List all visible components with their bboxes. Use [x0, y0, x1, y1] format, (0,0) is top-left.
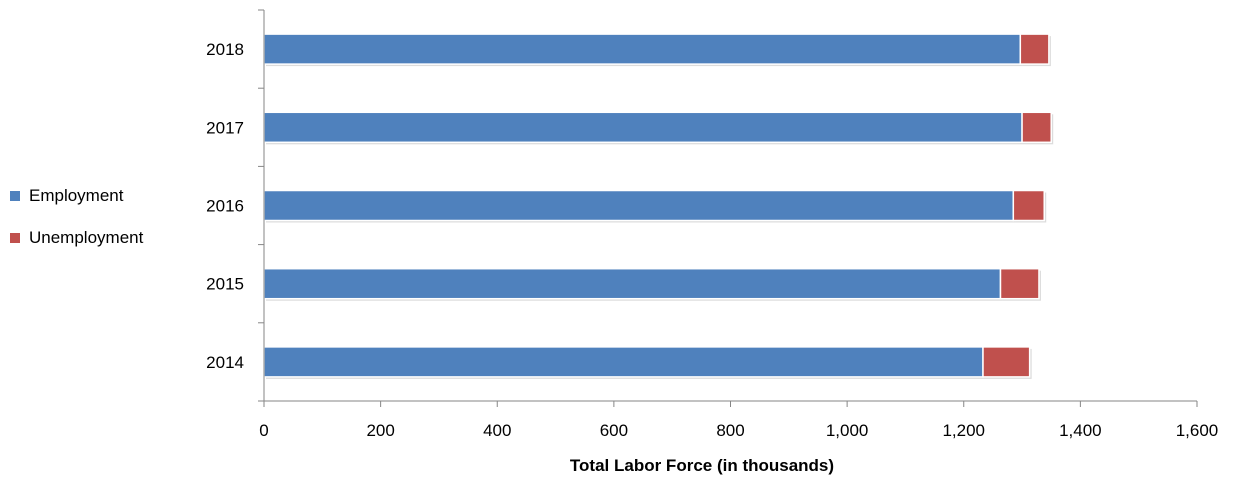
x-tick-label: 1,600: [1176, 421, 1219, 440]
legend-label-unemployment: Unemployment: [29, 228, 144, 247]
bar-employment-2016: [263, 189, 1015, 222]
x-tick-label: 200: [366, 421, 394, 440]
legend-label-employment: Employment: [29, 186, 124, 205]
y-tick-label: 2016: [206, 197, 244, 216]
x-tick-label: 600: [600, 421, 628, 440]
legend: Employment Unemployment: [10, 186, 144, 247]
bar-employment-2017: [263, 111, 1023, 144]
bar-unemployment-2015: [999, 267, 1040, 300]
bar-employment-2015: [263, 267, 1002, 300]
x-tick-label: 400: [483, 421, 511, 440]
legend-swatch-employment: [10, 191, 20, 201]
y-tick-label: 2014: [206, 353, 244, 372]
x-tick-label: 1,200: [942, 421, 985, 440]
bars-layer: [263, 33, 1054, 379]
y-tick-label: 2018: [206, 40, 244, 59]
y-tick-label: 2017: [206, 118, 244, 137]
x-tick-label: 0: [259, 421, 268, 440]
legend-swatch-unemployment: [10, 233, 20, 243]
x-tick-label: 800: [716, 421, 744, 440]
x-axis-title: Total Labor Force (in thousands): [570, 456, 834, 475]
bar-unemployment-2016: [1012, 189, 1045, 222]
x-tick-label: 1,400: [1059, 421, 1102, 440]
x-tick-label: 1,000: [826, 421, 869, 440]
bar-unemployment-2014: [982, 346, 1031, 378]
bar-employment-2018: [263, 33, 1022, 65]
axes-layer: 2018 2017 2016 2015 2014 0 200 400 600 800 1,000 1,…: [206, 9, 1219, 440]
y-tick-label: 2015: [206, 275, 244, 294]
bar-unemployment-2018: [1019, 33, 1050, 65]
bar-unemployment-2017: [1021, 111, 1052, 144]
bar-employment-2014: [263, 346, 984, 378]
